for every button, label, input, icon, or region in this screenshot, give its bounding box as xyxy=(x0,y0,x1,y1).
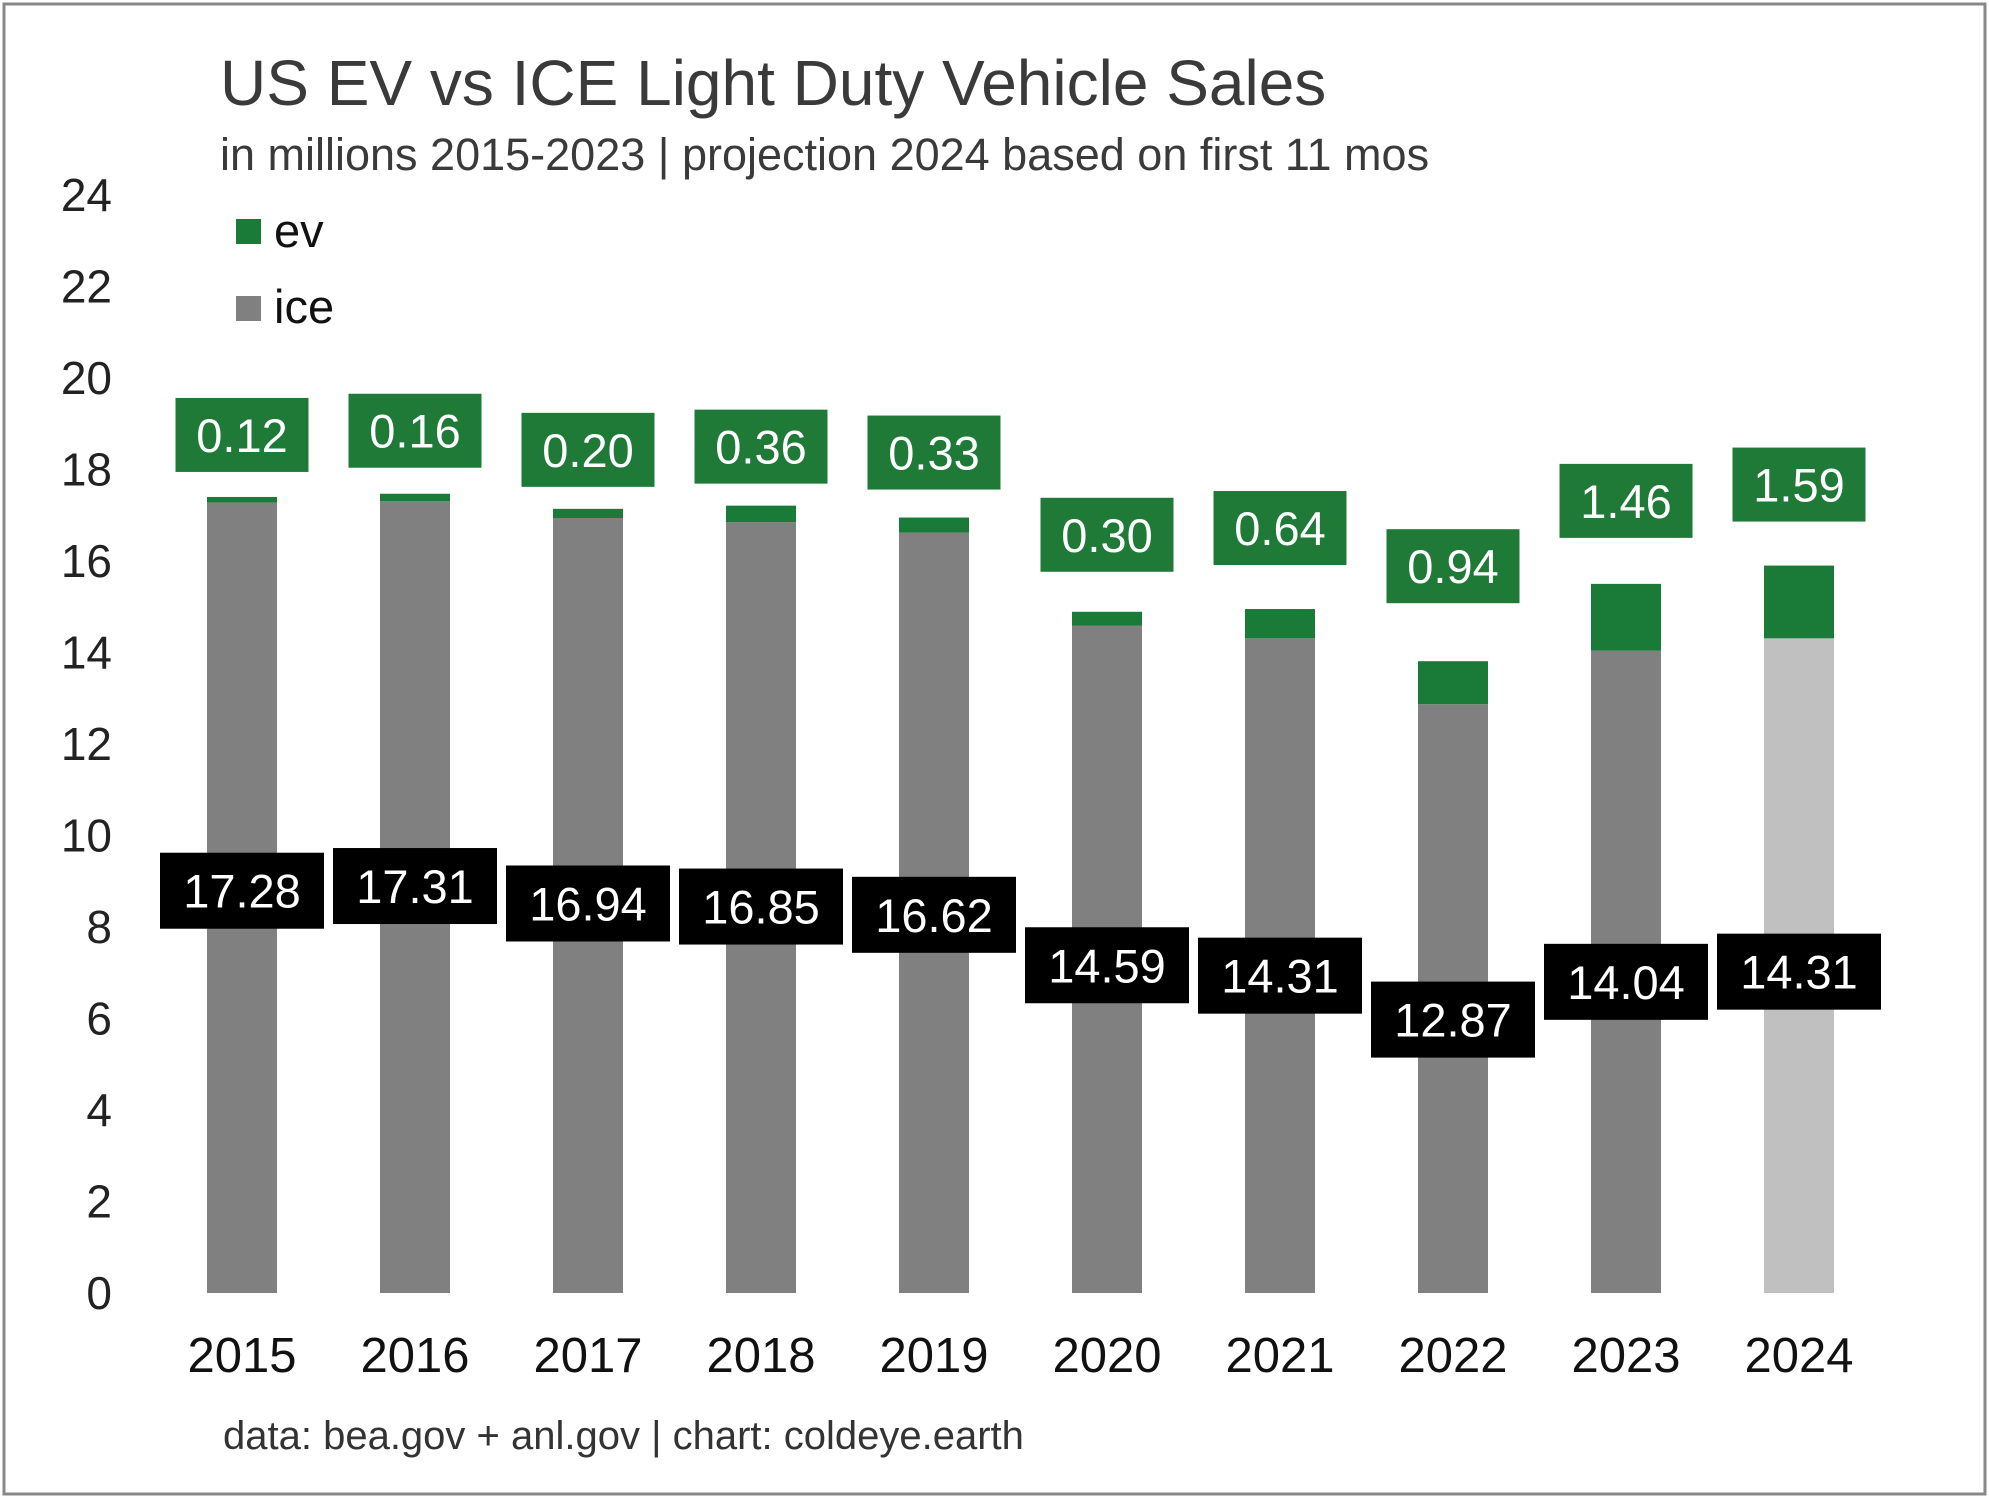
x-tick-label: 2020 xyxy=(1052,1329,1161,1383)
ice-value-label: 14.59 xyxy=(1048,939,1166,992)
ev-label-box-2019 xyxy=(867,415,1001,490)
bar-ev-2018 xyxy=(726,505,796,523)
bar-ev-2021 xyxy=(1245,609,1315,639)
ice-value-label: 12.87 xyxy=(1394,994,1512,1047)
y-tick-label: 10 xyxy=(61,810,112,862)
ice-value-label: 17.31 xyxy=(356,860,474,913)
ev-value-label: 0.30 xyxy=(1061,509,1152,562)
legend-swatch-ev xyxy=(236,219,261,244)
legend: ev ice xyxy=(236,204,334,333)
y-tick-label: 0 xyxy=(86,1267,112,1319)
ev-value-label: 1.46 xyxy=(1580,475,1671,528)
ev-label-box-2018 xyxy=(694,409,828,484)
y-tick-label: 2 xyxy=(86,1176,112,1228)
ice-label-box-2022 xyxy=(1371,981,1535,1058)
x-tick-label: 2018 xyxy=(706,1329,815,1383)
ev-value-label: 1.59 xyxy=(1753,459,1844,512)
ev-value-label: 0.12 xyxy=(196,409,287,462)
ice-label-box-2021 xyxy=(1198,937,1362,1014)
y-tick-label: 12 xyxy=(61,718,112,770)
ice-label-box-2024 xyxy=(1717,933,1881,1010)
ice-value-label: 14.31 xyxy=(1740,946,1858,999)
ev-label-box-2016 xyxy=(348,393,482,468)
y-tick-label: 22 xyxy=(61,261,112,313)
ev-value-label: 0.64 xyxy=(1234,502,1325,555)
ice-label-box-2023 xyxy=(1544,943,1708,1020)
ice-label-box-2018 xyxy=(679,868,843,945)
ev-label-box-2022 xyxy=(1386,529,1520,604)
x-tick-label: 2022 xyxy=(1398,1329,1507,1383)
x-tick-label: 2019 xyxy=(879,1329,988,1383)
source-note: data: bea.gov + anl.gov | chart: coldeye… xyxy=(223,1414,1024,1458)
ev-label-box-2021 xyxy=(1213,491,1347,566)
y-tick-label: 6 xyxy=(86,993,112,1045)
y-tick-label: 4 xyxy=(86,1084,112,1136)
ev-label-box-2020 xyxy=(1040,497,1174,572)
ev-label-box-2017 xyxy=(521,412,655,487)
ev-label-box-2015 xyxy=(175,397,309,472)
ev-value-label: 0.20 xyxy=(542,424,633,477)
ice-value-label: 16.62 xyxy=(875,889,993,942)
ice-value-label: 16.94 xyxy=(529,877,647,930)
ice-label-box-2016 xyxy=(333,848,497,925)
bar-ev-2024 xyxy=(1764,565,1834,639)
y-tick-label: 8 xyxy=(86,901,112,953)
ice-label-box-2019 xyxy=(852,876,1016,953)
ev-label-box-2024 xyxy=(1732,447,1866,522)
legend-label-ev: ev xyxy=(274,204,324,257)
ice-value-label: 14.31 xyxy=(1221,950,1339,1003)
bar-ev-2019 xyxy=(899,517,969,533)
x-axis: 2015 2016 2017 2018 2019 2020 2021 2022 2023 2024 xyxy=(187,1329,1853,1383)
x-tick-label: 2023 xyxy=(1571,1329,1680,1383)
ev-value-label: 0.33 xyxy=(888,427,979,480)
chart-title: US EV vs ICE Light Duty Vehicle Sales xyxy=(220,47,1326,119)
ev-value-label: 0.16 xyxy=(369,405,460,458)
legend-label-ice: ice xyxy=(274,280,334,333)
bar-ev-2020 xyxy=(1072,611,1142,626)
y-tick-label: 16 xyxy=(61,535,112,587)
y-tick-label: 14 xyxy=(61,627,112,679)
chart-subtitle: in millions 2015-2023 | projection 2024 … xyxy=(220,129,1429,180)
x-tick-label: 2024 xyxy=(1744,1329,1853,1383)
ice-label-box-2020 xyxy=(1025,927,1189,1004)
ice-value-label: 14.04 xyxy=(1567,956,1685,1009)
bar-ev-2016 xyxy=(380,493,450,502)
bar-ev-2017 xyxy=(553,508,623,518)
ice-label-box-2017 xyxy=(506,865,670,942)
ev-value-label: 0.94 xyxy=(1407,540,1498,593)
bar-ev-2015 xyxy=(207,496,277,503)
ice-value-label: 16.85 xyxy=(702,881,820,934)
bars: 17.28 0.12 17.31 0.16 16.94 0.20 16.85 0.36 16.6… xyxy=(160,393,1881,1293)
ev-label-box-2023 xyxy=(1559,463,1693,538)
x-tick-label: 2021 xyxy=(1225,1329,1334,1383)
x-tick-label: 2017 xyxy=(533,1329,642,1383)
y-tick-label: 20 xyxy=(61,352,112,404)
x-tick-label: 2015 xyxy=(187,1329,296,1383)
bar-ev-2023 xyxy=(1591,583,1661,651)
ice-value-label: 17.28 xyxy=(183,865,301,918)
ice-label-box-2015 xyxy=(160,852,324,929)
y-tick-label: 18 xyxy=(61,444,112,496)
legend-swatch-ice xyxy=(236,296,261,321)
bar-ev-2022 xyxy=(1418,661,1488,705)
y-tick-label: 24 xyxy=(61,169,112,221)
x-tick-label: 2016 xyxy=(360,1329,469,1383)
ev-value-label: 0.36 xyxy=(715,421,806,474)
